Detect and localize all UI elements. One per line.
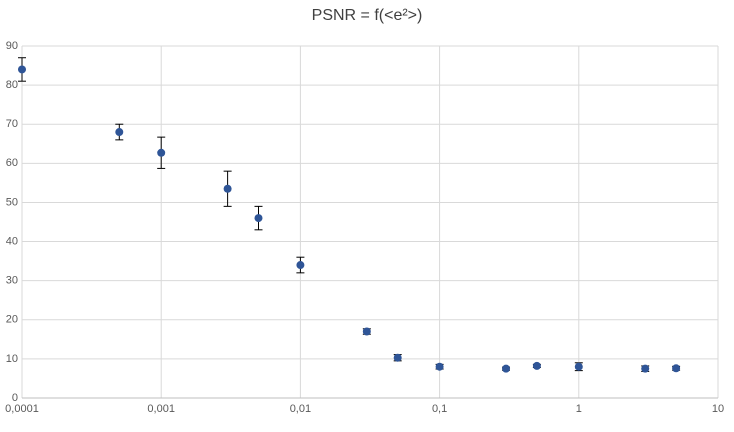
y-tick-label: 0 <box>12 392 18 404</box>
point <box>502 364 511 373</box>
y-tick-label: 40 <box>6 235 18 247</box>
point <box>641 364 650 373</box>
y-tick-label: 20 <box>6 314 18 326</box>
point <box>223 184 232 193</box>
point <box>18 65 26 74</box>
point <box>115 128 124 137</box>
point <box>157 148 166 157</box>
x-tick-label: 0,01 <box>290 403 311 415</box>
point <box>574 362 583 371</box>
point <box>532 361 541 370</box>
y-tick-label: 90 <box>6 40 18 52</box>
x-tick-label: 10 <box>712 403 724 415</box>
y-tick-label: 50 <box>6 196 18 208</box>
x-tick-label: 1 <box>576 403 582 415</box>
point <box>296 261 305 270</box>
point <box>672 364 681 373</box>
point <box>254 214 263 223</box>
x-tick-label: 0,001 <box>147 403 175 415</box>
y-tick-label: 30 <box>6 275 18 287</box>
point <box>393 353 402 362</box>
point <box>435 362 444 371</box>
x-tick-label: 0,0001 <box>5 403 39 415</box>
y-tick-label: 70 <box>6 118 18 130</box>
chart-title: PSNR = f(<e²>) <box>312 7 423 24</box>
x-tick-label: 0,1 <box>432 403 447 415</box>
y-tick-label: 10 <box>6 353 18 365</box>
point <box>362 327 371 336</box>
y-tick-label: 60 <box>6 157 18 169</box>
y-tick-label: 80 <box>6 79 18 91</box>
